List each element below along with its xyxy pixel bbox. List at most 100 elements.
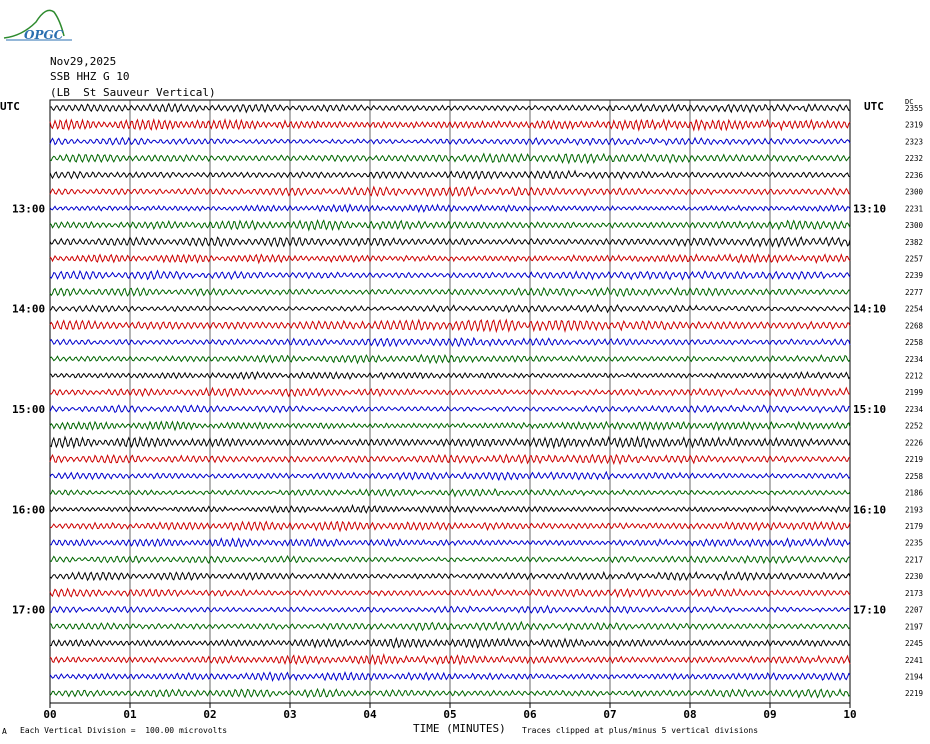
x-tick-label: 06 (523, 708, 537, 721)
seismic-trace (49, 652, 851, 666)
trace-dc-value: 2186 (905, 489, 924, 498)
seismic-trace (49, 604, 851, 615)
seismic-trace (49, 169, 851, 181)
trace-dc-value: 2217 (905, 555, 923, 564)
seismic-trace (49, 487, 851, 498)
trace-dc-value: 2254 (905, 305, 924, 314)
seismic-trace (50, 537, 851, 549)
trace-dc-value: 2197 (905, 622, 923, 631)
seismic-trace (49, 219, 851, 232)
trace-dc-value: 2258 (905, 472, 924, 481)
trace-dc-value: 2234 (905, 355, 924, 364)
hour-label-left: 17:00 (12, 604, 45, 617)
seismic-trace (49, 370, 851, 381)
seismic-trace (49, 286, 851, 298)
trace-dc-value: 2300 (905, 221, 924, 230)
trace-dc-value: 2199 (905, 388, 923, 397)
trace-dc-value: 2226 (905, 438, 924, 447)
trace-dc-value: 2236 (905, 171, 924, 180)
time-label-right: 16:10 (853, 503, 886, 516)
x-tick-label: 07 (603, 708, 616, 721)
trace-dc-value: 2179 (905, 522, 923, 531)
time-label-right: 15:10 (853, 403, 886, 416)
seismic-trace (50, 636, 851, 649)
seismic-trace (49, 102, 851, 114)
x-tick-label: 08 (683, 708, 696, 721)
seismic-trace (49, 420, 851, 432)
scale-note: Each Vertical Division = 100.00 microvol… (20, 726, 228, 735)
seismic-trace (49, 404, 850, 414)
seismic-trace (49, 152, 851, 165)
seismic-trace (49, 687, 851, 699)
header-date: Nov29,2025 (50, 55, 117, 68)
trace-dc-value: 2232 (905, 154, 923, 163)
trace-dc-value: 2207 (905, 606, 923, 615)
seismic-trace (49, 318, 851, 334)
seismic-trace (49, 386, 851, 398)
x-tick-label: 00 (43, 708, 56, 721)
seismic-trace (49, 185, 851, 198)
utc-label-right: UTC (864, 100, 884, 113)
trace-dc-value: 2212 (905, 372, 923, 381)
trace-dc-value: 2382 (905, 238, 923, 247)
seismic-trace (49, 252, 851, 265)
hour-label-left: 15:00 (12, 403, 45, 416)
time-label-right: 14:10 (853, 303, 886, 316)
trace-dc-value: 2323 (905, 137, 923, 146)
trace-dc-value: 2219 (905, 689, 923, 698)
utc-label-left: UTC (0, 100, 20, 113)
seismic-trace (49, 136, 851, 147)
trace-dc-value: 2235 (905, 539, 923, 548)
trace-dc-value: 2239 (905, 271, 923, 280)
x-tick-label: 01 (123, 708, 137, 721)
hour-label-left: 13:00 (12, 202, 45, 215)
time-label-right: 13:10 (853, 202, 886, 215)
trace-dc-value: 2277 (905, 288, 923, 297)
trace-dc-value: 2231 (905, 204, 923, 213)
opgc-logo: OPGC (2, 2, 78, 46)
seismic-trace (49, 236, 851, 248)
trace-dc-value: 2245 (905, 639, 923, 648)
trace-dc-value: 2241 (905, 656, 923, 665)
x-tick-label: 04 (363, 708, 377, 721)
seismic-trace (49, 353, 851, 365)
trace-dc-value: 2193 (905, 505, 923, 514)
x-tick-label: 10 (843, 708, 856, 721)
seismic-trace (49, 671, 851, 683)
logo-text: OPGC (24, 28, 64, 42)
header-location: (LB St Sauveur Vertical) (50, 86, 216, 99)
trace-dc-value: 2355 (905, 104, 923, 113)
x-axis-label: TIME (MINUTES) (413, 722, 506, 735)
dc-header: DC (905, 98, 914, 106)
trace-dc-value: 2219 (905, 455, 923, 464)
seismic-trace (49, 470, 851, 482)
seismic-trace (49, 336, 851, 348)
trace-dc-value: 2173 (905, 589, 923, 598)
seismic-trace (49, 570, 851, 582)
hour-label-left: 16:00 (12, 503, 45, 516)
seismic-trace (49, 520, 851, 533)
trace-dc-value: 2300 (905, 188, 924, 197)
seismic-trace (49, 587, 851, 599)
seismic-trace (49, 303, 851, 314)
seismic-trace (49, 620, 851, 632)
x-tick-label: 09 (763, 708, 776, 721)
hour-label-left: 14:00 (12, 303, 45, 316)
x-tick-label: 05 (443, 708, 456, 721)
seismic-trace (49, 203, 851, 214)
trace-dc-value: 2319 (905, 121, 923, 130)
x-tick-label: 02 (203, 708, 216, 721)
trace-dc-value: 2252 (905, 422, 923, 431)
trace-dc-value: 2258 (905, 338, 924, 347)
trace-dc-value: 2257 (905, 254, 923, 263)
time-label-right: 17:10 (853, 604, 886, 617)
seismic-trace (49, 453, 851, 466)
seismic-trace (49, 269, 851, 281)
seismic-trace (49, 503, 851, 514)
clip-note: Traces clipped at plus/minus 5 vertical … (522, 726, 759, 735)
seismic-trace (49, 555, 851, 565)
trace-dc-value: 2194 (905, 672, 924, 681)
corner-mark: A (2, 727, 7, 736)
